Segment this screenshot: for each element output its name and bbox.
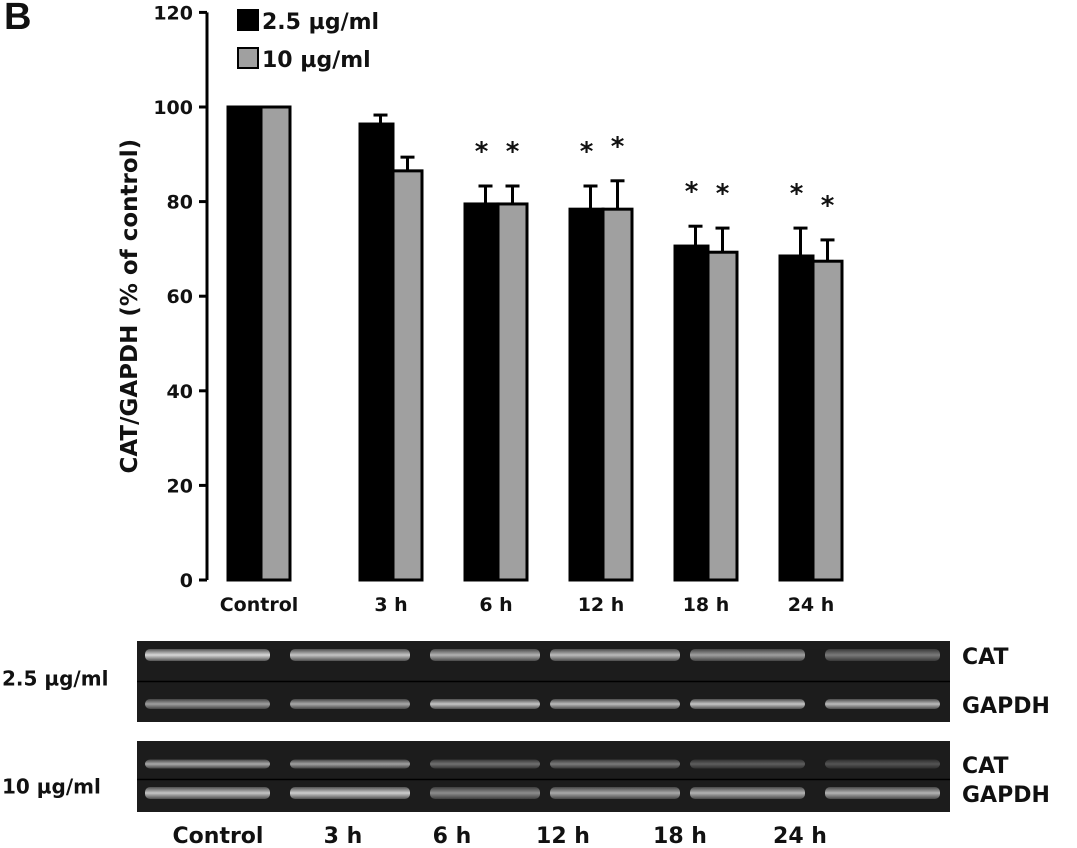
- significance-asterisk: *: [821, 191, 835, 221]
- lane-label: 12 h: [536, 824, 590, 848]
- lane-label: Control: [173, 824, 264, 848]
- y-tick-label: 80: [167, 192, 193, 214]
- blot-band: [145, 787, 270, 799]
- x-tick-label: 6 h: [479, 594, 512, 616]
- lane-label: 24 h: [773, 824, 827, 848]
- blot-band: [430, 649, 540, 661]
- blot-band: [145, 759, 270, 769]
- bar: [226, 105, 263, 582]
- legend-label: 2.5 µg/ml: [262, 10, 379, 35]
- blot-band: [825, 787, 940, 799]
- bar: [358, 122, 395, 582]
- significance-asterisk: *: [611, 132, 625, 162]
- bar: [496, 202, 529, 582]
- blot-band: [825, 649, 940, 661]
- x-tick-label: 18 h: [683, 594, 730, 616]
- x-tick-label: 24 h: [788, 594, 835, 616]
- bar: [601, 207, 634, 582]
- y-tick-label: 120: [153, 2, 193, 24]
- bar: [811, 259, 844, 582]
- blot-band: [430, 787, 540, 799]
- blot-band: [290, 649, 410, 661]
- significance-asterisk: *: [790, 179, 804, 209]
- x-tick-label: 3 h: [374, 594, 407, 616]
- blot-band: [290, 759, 410, 769]
- legend-label: 10 µg/ml: [262, 48, 371, 73]
- blot-band: [550, 699, 680, 709]
- band-label: CAT: [962, 645, 1008, 670]
- blot-band: [550, 787, 680, 799]
- blot-row-label: 2.5 µg/ml: [2, 667, 108, 691]
- bar: [391, 169, 424, 582]
- blot-row-label: 10 µg/ml: [2, 775, 101, 799]
- y-tick-label: 100: [153, 97, 193, 119]
- band-label: GAPDH: [962, 694, 1050, 719]
- blot-band: [290, 787, 410, 799]
- band-label: CAT: [962, 754, 1008, 779]
- bar: [673, 244, 710, 582]
- bar: [259, 105, 292, 582]
- lane-label: 3 h: [324, 824, 363, 848]
- bar: [778, 254, 815, 582]
- blot-band: [690, 787, 805, 799]
- x-tick-label: Control: [220, 594, 299, 616]
- blot-panel: [137, 741, 950, 812]
- blot-band: [290, 699, 410, 709]
- bar: [568, 207, 605, 582]
- blot-band: [825, 699, 940, 709]
- blot-band: [145, 699, 270, 709]
- blot-band: [550, 759, 680, 769]
- band-label: GAPDH: [962, 783, 1050, 808]
- significance-asterisk: *: [685, 177, 699, 207]
- blot-band: [690, 649, 805, 661]
- y-tick-label: 40: [167, 381, 193, 403]
- x-tick-label: 12 h: [578, 594, 625, 616]
- blot-band: [690, 699, 805, 709]
- y-tick-label: 60: [167, 286, 193, 308]
- lane-label: 18 h: [653, 824, 707, 848]
- y-tick-label: 20: [167, 475, 193, 497]
- y-axis-label: CAT/GAPDH (% of control): [117, 139, 143, 474]
- lane-label: 6 h: [433, 824, 472, 848]
- significance-asterisk: *: [506, 137, 520, 167]
- blot-band: [145, 649, 270, 661]
- blot-band: [690, 759, 805, 769]
- legend-swatch: [237, 47, 259, 69]
- blot-band: [430, 759, 540, 769]
- significance-asterisk: *: [580, 137, 594, 167]
- bar: [706, 250, 739, 582]
- significance-asterisk: *: [716, 179, 730, 209]
- panel-label: B: [4, 0, 32, 38]
- blot-band: [550, 649, 680, 661]
- significance-asterisk: *: [475, 137, 489, 167]
- blot-band: [430, 699, 540, 709]
- bar: [463, 202, 500, 582]
- y-tick-label: 0: [180, 570, 193, 592]
- blot-band: [825, 759, 940, 769]
- legend-swatch: [237, 9, 259, 31]
